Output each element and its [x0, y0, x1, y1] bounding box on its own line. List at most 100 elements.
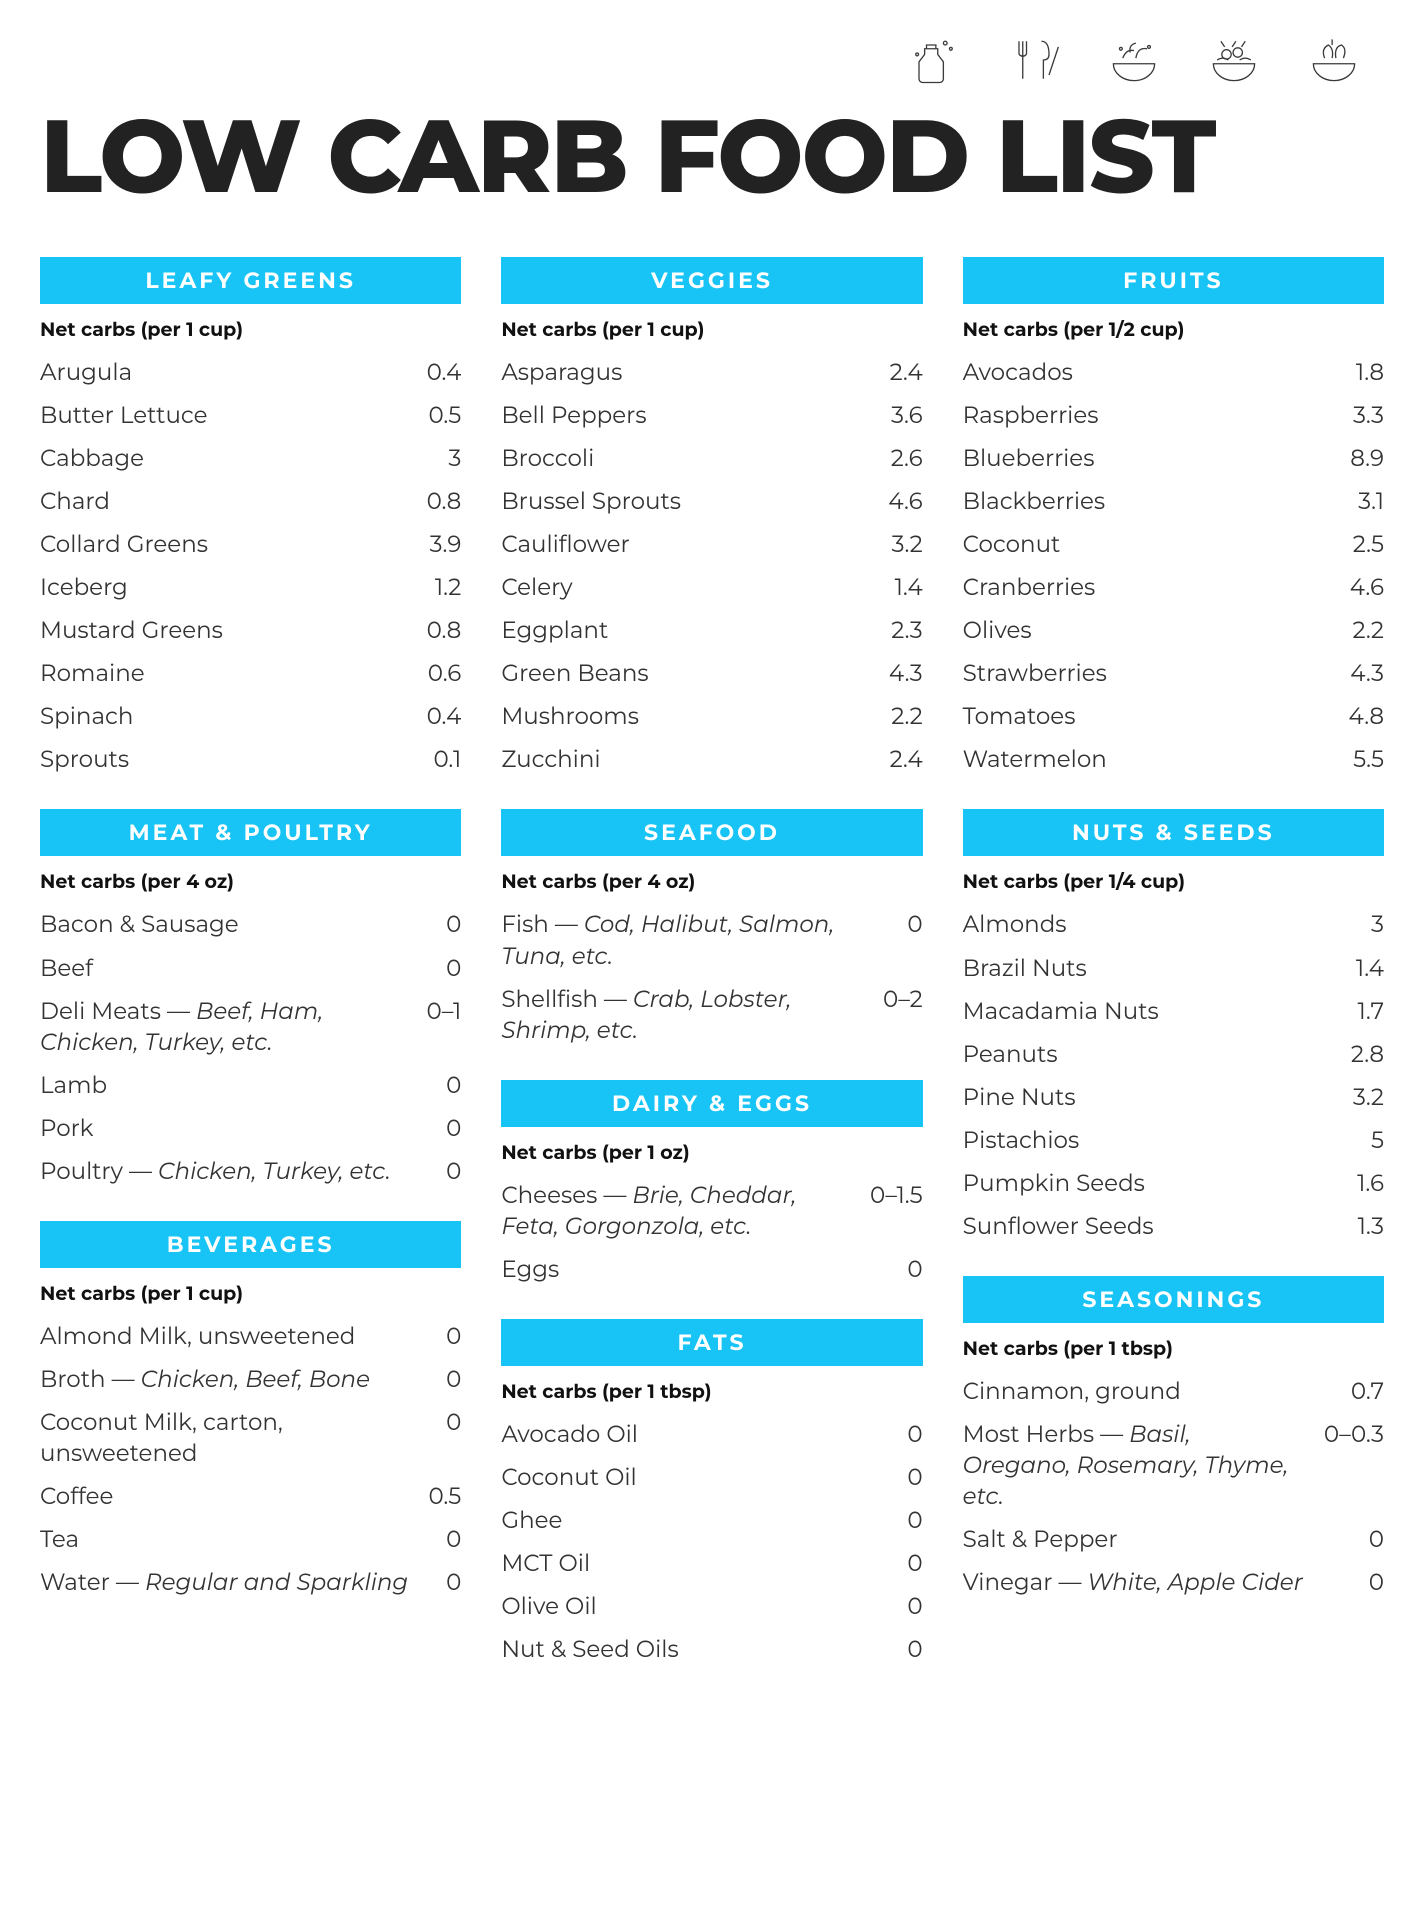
food-row: Lamb0 [40, 1064, 461, 1107]
section-subtitle: Net carbs (per 4 oz) [501, 870, 922, 893]
food-row: Broth — Chicken, Beef, Bone 0 [40, 1358, 461, 1401]
grain-bowl-icon [1304, 30, 1364, 95]
food-name: Romaine [40, 658, 408, 689]
food-name: Spinach [40, 701, 407, 732]
food-name: Deli Meats — Beef, Ham, Chicken, Turkey,… [40, 996, 407, 1058]
food-name: Mushrooms [501, 701, 871, 732]
food-value: 3.2 [892, 529, 923, 560]
food-value: 0 [1369, 1567, 1384, 1598]
page-title: LOW CARB FOOD LIST [40, 105, 1384, 207]
food-name: MCT Oil [501, 1548, 887, 1579]
food-name: Broth — Chicken, Beef, Bone [40, 1364, 426, 1395]
food-row: Tea 0 [40, 1518, 461, 1561]
section-subtitle: Net carbs (per 4 oz) [40, 870, 461, 893]
food-row: Pork 0 [40, 1107, 461, 1150]
food-value: 5 [1371, 1125, 1384, 1156]
food-name: Bell Peppers [501, 400, 871, 431]
food-row: Pistachios5 [963, 1119, 1384, 1162]
food-value: 0–1 [427, 996, 462, 1027]
food-name: Nut & Seed Oils [501, 1634, 887, 1665]
food-row: Cinnamon, ground0.7 [963, 1370, 1384, 1413]
food-value: 0.4 [427, 357, 462, 388]
section-subtitle: Net carbs (per 1/2 cup) [963, 318, 1384, 341]
food-name: Pork [40, 1113, 426, 1144]
food-row: Almond Milk, unsweetened0 [40, 1315, 461, 1358]
food-value: 2.4 [890, 357, 923, 388]
jug-icon [904, 30, 964, 95]
food-name: Ghee [501, 1505, 887, 1536]
food-name: Sunflower Seeds [963, 1211, 1338, 1242]
food-value: 0.5 [428, 1481, 461, 1512]
section: MEAT & POULTRYNet carbs (per 4 oz)Bacon … [40, 809, 461, 1192]
food-name: Olives [963, 615, 1333, 646]
food-value: 3.1 [1358, 486, 1384, 517]
food-row: Butter Lettuce0.5 [40, 394, 461, 437]
food-row: Eggs0 [501, 1248, 922, 1291]
food-name: Tea [40, 1524, 426, 1555]
food-row: Pumpkin Seeds1.6 [963, 1162, 1384, 1205]
food-value: 0 [446, 1156, 461, 1187]
food-row: Sprouts0.1 [40, 738, 461, 781]
food-value: 8.9 [1350, 443, 1384, 474]
food-note: Basil, Oregano, Rosemary, Thyme, etc. [963, 1420, 1289, 1510]
food-row: Brazil Nuts1.4 [963, 947, 1384, 990]
utensils-icon [1004, 30, 1064, 95]
food-row: Blueberries 8.9 [963, 437, 1384, 480]
food-name: Coconut [963, 529, 1333, 560]
food-value: 0 [907, 1634, 922, 1665]
section-subtitle: Net carbs (per 1 tbsp) [501, 1380, 922, 1403]
food-note: Chicken, Beef, Bone [141, 1365, 370, 1393]
food-value: 0 [907, 1505, 922, 1536]
section-subtitle: Net carbs (per 1 cup) [501, 318, 922, 341]
food-row: Mushrooms2.2 [501, 695, 922, 738]
column: LEAFY GREENSNet carbs (per 1 cup)Arugula… [40, 247, 461, 1699]
food-value: 4.8 [1349, 701, 1384, 732]
food-value: 4.6 [1350, 572, 1384, 603]
columns-container: LEAFY GREENSNet carbs (per 1 cup)Arugula… [40, 247, 1384, 1699]
food-value: 2.4 [890, 744, 923, 775]
food-note: Regular and Sparkling [145, 1568, 408, 1596]
food-value: 0 [446, 1524, 461, 1555]
food-value: 1.6 [1357, 1168, 1384, 1199]
food-name: Blueberries [963, 443, 1331, 474]
food-note: Cod, Halibut, Salmon, Tuna, etc. [501, 910, 834, 969]
food-name: Cabbage [40, 443, 428, 474]
food-value: 0 [907, 1548, 922, 1579]
food-row: Brussel Sprouts4.6 [501, 480, 922, 523]
food-name: Tomatoes [963, 701, 1329, 732]
food-name: Lamb [40, 1070, 426, 1101]
food-value: 0.1 [433, 744, 461, 775]
food-name: Poultry — Chicken, Turkey, etc. [40, 1156, 426, 1187]
food-value: 0 [907, 1462, 922, 1493]
food-row: Nut & Seed Oils 0 [501, 1628, 922, 1671]
food-value: 0 [446, 1113, 461, 1144]
food-value: 1.4 [895, 572, 923, 603]
food-row: Celery1.4 [501, 566, 922, 609]
food-row: Coconut2.5 [963, 523, 1384, 566]
food-name: Eggplant [501, 615, 871, 646]
food-note: Brie, Cheddar, Feta, Gorgonzola, etc. [501, 1181, 796, 1240]
food-value: 3 [1371, 909, 1384, 940]
food-name: Butter Lettuce [40, 400, 408, 431]
food-row: Shellfish — Crab, Lobster, Shrimp, etc.0… [501, 978, 922, 1052]
food-value: 0 [446, 909, 461, 940]
food-row: Coconut Oil0 [501, 1456, 922, 1499]
section-header: LEAFY GREENS [40, 257, 461, 304]
food-row: Avocado Oil0 [501, 1413, 922, 1456]
food-value: 0 [446, 1364, 461, 1395]
food-value: 0.8 [427, 486, 462, 517]
food-row: Mustard Greens0.8 [40, 609, 461, 652]
food-row: Avocados1.8 [963, 351, 1384, 394]
food-row: Watermelon5.5 [963, 738, 1384, 781]
food-value: 0.6 [428, 658, 462, 689]
food-name: Chard [40, 486, 407, 517]
food-name: Fish — Cod, Halibut, Salmon, Tuna, etc. [501, 909, 887, 971]
food-row: Almonds3 [963, 903, 1384, 946]
food-value: 5.5 [1353, 744, 1384, 775]
food-name: Olive Oil [501, 1591, 887, 1622]
food-row: Olive Oil0 [501, 1585, 922, 1628]
section-header: FATS [501, 1319, 922, 1366]
food-name: Vinegar — White, Apple Cider [963, 1567, 1349, 1598]
section: SEASONINGSNet carbs (per 1 tbsp)Cinnamon… [963, 1276, 1384, 1604]
food-row: Broccoli2.6 [501, 437, 922, 480]
